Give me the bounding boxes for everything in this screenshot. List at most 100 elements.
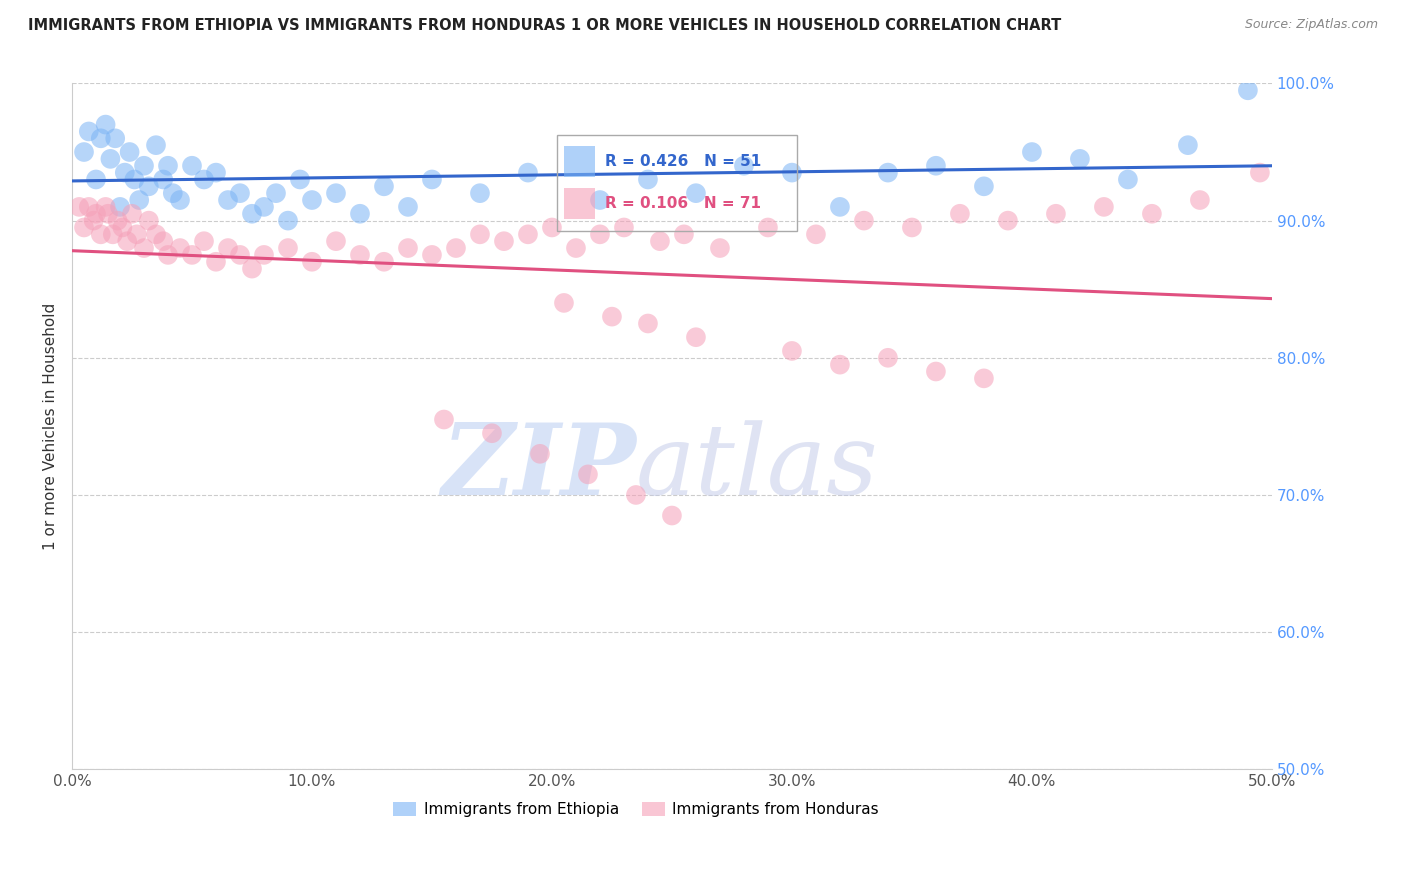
Immigrants from Ethiopia (589, 193, 612, 207)
Immigrants from Honduras (1092, 200, 1115, 214)
Immigrants from Ethiopia (1021, 145, 1043, 159)
Immigrants from Honduras (156, 248, 179, 262)
Immigrants from Ethiopia (90, 131, 112, 145)
Immigrants from Ethiopia (162, 186, 184, 201)
Immigrants from Ethiopia (193, 172, 215, 186)
Immigrants from Honduras (529, 447, 551, 461)
Immigrants from Ethiopia (138, 179, 160, 194)
Immigrants from Honduras (492, 234, 515, 248)
Immigrants from Ethiopia (94, 118, 117, 132)
Immigrants from Ethiopia (1237, 83, 1260, 97)
Immigrants from Honduras (229, 248, 252, 262)
Immigrants from Honduras (77, 200, 100, 214)
Bar (564, 188, 596, 219)
Immigrants from Ethiopia (240, 207, 263, 221)
Immigrants from Honduras (205, 254, 228, 268)
Immigrants from Ethiopia (733, 159, 755, 173)
Immigrants from Ethiopia (156, 159, 179, 173)
Immigrants from Honduras (828, 358, 851, 372)
Immigrants from Honduras (94, 200, 117, 214)
Immigrants from Honduras (685, 330, 707, 344)
Immigrants from Honduras (541, 220, 564, 235)
Immigrants from Ethiopia (288, 172, 311, 186)
Immigrants from Ethiopia (828, 200, 851, 214)
Immigrants from Honduras (709, 241, 731, 255)
Immigrants from Ethiopia (685, 186, 707, 201)
Immigrants from Honduras (138, 213, 160, 227)
Immigrants from Honduras (637, 317, 659, 331)
Immigrants from Honduras (84, 207, 107, 221)
Immigrants from Ethiopia (877, 166, 900, 180)
Immigrants from Ethiopia (108, 200, 131, 214)
Immigrants from Ethiopia (1116, 172, 1139, 186)
Immigrants from Honduras (852, 213, 875, 227)
Immigrants from Honduras (648, 234, 671, 248)
Immigrants from Honduras (600, 310, 623, 324)
Text: R = 0.106   N = 71: R = 0.106 N = 71 (605, 196, 761, 211)
Legend: Immigrants from Ethiopia, Immigrants from Honduras: Immigrants from Ethiopia, Immigrants fro… (387, 796, 884, 823)
Immigrants from Ethiopia (1177, 138, 1199, 153)
Immigrants from Honduras (217, 241, 239, 255)
Immigrants from Honduras (145, 227, 167, 242)
Immigrants from Ethiopia (420, 172, 443, 186)
Immigrants from Honduras (997, 213, 1019, 227)
Immigrants from Honduras (253, 248, 276, 262)
Immigrants from Honduras (553, 296, 575, 310)
Immigrants from Honduras (804, 227, 827, 242)
Immigrants from Ethiopia (145, 138, 167, 153)
Text: atlas: atlas (636, 420, 879, 516)
Immigrants from Ethiopia (396, 200, 419, 214)
Y-axis label: 1 or more Vehicles in Household: 1 or more Vehicles in Household (44, 302, 58, 550)
Immigrants from Honduras (169, 241, 191, 255)
Immigrants from Ethiopia (277, 213, 299, 227)
Immigrants from Ethiopia (118, 145, 141, 159)
Immigrants from Honduras (349, 248, 371, 262)
Immigrants from Honduras (1249, 166, 1271, 180)
Immigrants from Honduras (181, 248, 204, 262)
Immigrants from Honduras (1140, 207, 1163, 221)
Immigrants from Honduras (152, 234, 174, 248)
Text: ZIP: ZIP (441, 419, 636, 516)
Immigrants from Ethiopia (73, 145, 96, 159)
Text: IMMIGRANTS FROM ETHIOPIA VS IMMIGRANTS FROM HONDURAS 1 OR MORE VEHICLES IN HOUSE: IMMIGRANTS FROM ETHIOPIA VS IMMIGRANTS F… (28, 18, 1062, 33)
Immigrants from Honduras (115, 234, 138, 248)
Immigrants from Honduras (240, 261, 263, 276)
Immigrants from Ethiopia (104, 131, 127, 145)
Immigrants from Ethiopia (152, 172, 174, 186)
Immigrants from Ethiopia (181, 159, 204, 173)
Immigrants from Honduras (661, 508, 683, 523)
Immigrants from Honduras (83, 213, 105, 227)
Immigrants from Honduras (444, 241, 467, 255)
Immigrants from Honduras (67, 200, 90, 214)
Immigrants from Ethiopia (264, 186, 287, 201)
Immigrants from Honduras (132, 241, 155, 255)
Immigrants from Honduras (1188, 193, 1211, 207)
Immigrants from Ethiopia (468, 186, 491, 201)
Immigrants from Honduras (396, 241, 419, 255)
Immigrants from Honduras (111, 220, 134, 235)
Immigrants from Honduras (121, 207, 143, 221)
Immigrants from Honduras (973, 371, 995, 385)
Immigrants from Honduras (780, 343, 803, 358)
Immigrants from Honduras (420, 248, 443, 262)
Immigrants from Honduras (576, 467, 599, 482)
Immigrants from Ethiopia (169, 193, 191, 207)
Immigrants from Ethiopia (517, 166, 540, 180)
Immigrants from Honduras (325, 234, 347, 248)
Immigrants from Honduras (901, 220, 924, 235)
Immigrants from Ethiopia (132, 159, 155, 173)
Immigrants from Honduras (589, 227, 612, 242)
Immigrants from Honduras (624, 488, 647, 502)
Immigrants from Ethiopia (973, 179, 995, 194)
Immigrants from Ethiopia (124, 172, 146, 186)
Immigrants from Ethiopia (301, 193, 323, 207)
Immigrants from Ethiopia (114, 166, 136, 180)
Immigrants from Honduras (613, 220, 636, 235)
Immigrants from Ethiopia (84, 172, 107, 186)
Immigrants from Honduras (1045, 207, 1067, 221)
Immigrants from Ethiopia (100, 152, 122, 166)
Immigrants from Honduras (125, 227, 148, 242)
Immigrants from Honduras (756, 220, 779, 235)
Immigrants from Honduras (565, 241, 588, 255)
Immigrants from Ethiopia (217, 193, 239, 207)
